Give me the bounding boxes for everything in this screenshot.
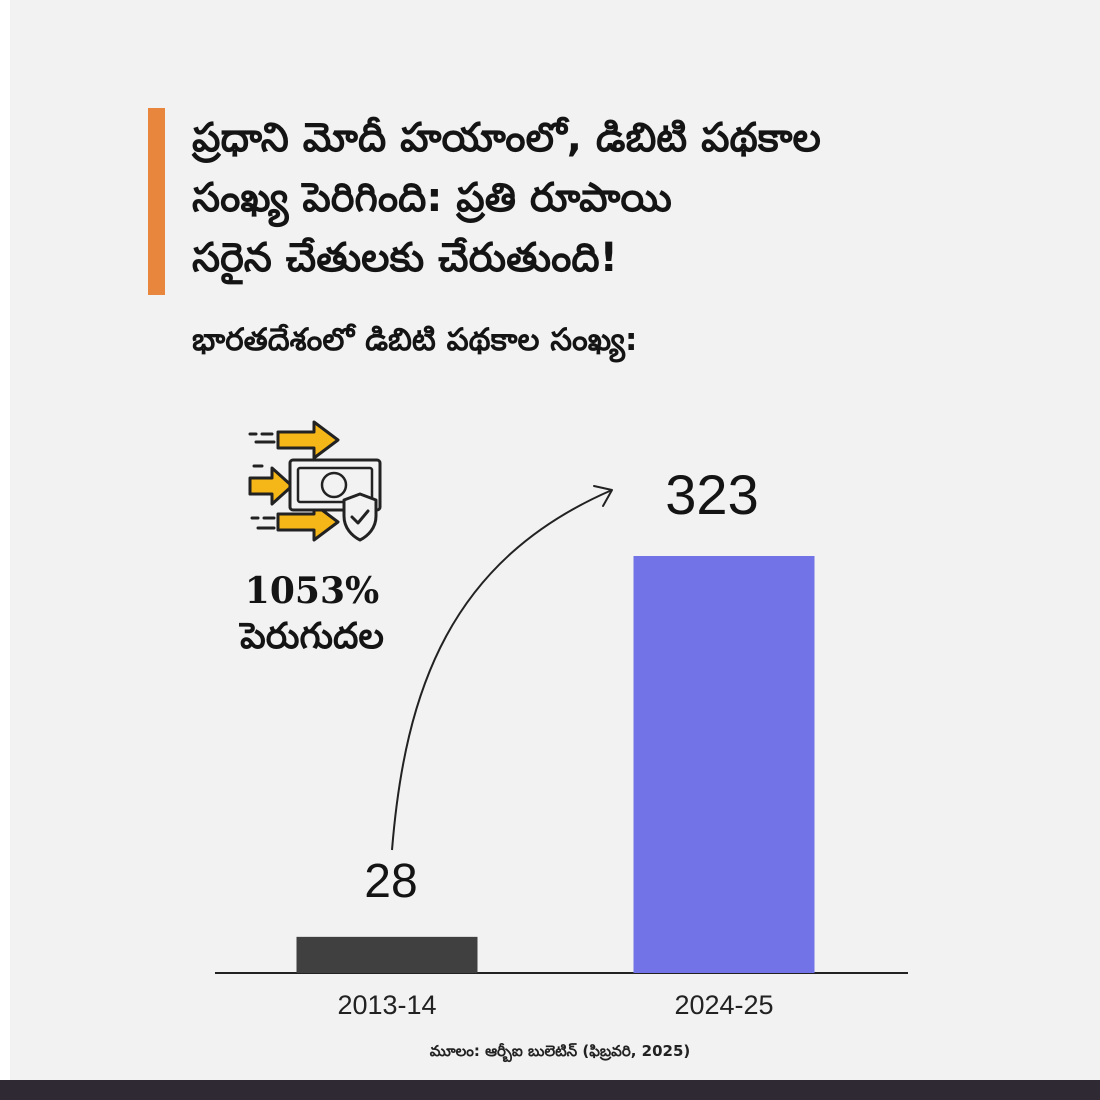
value-label-2013-14: 28 — [364, 855, 417, 908]
headline-line-2: సంఖ్య పెరిగింది: ప్రతి రూపాయి — [192, 175, 672, 221]
source-note: మూలం: ఆర్బీఐ బులెటిన్ (ఫిబ్రవరి, 2025) — [429, 1042, 691, 1060]
growth-percentage: 1053% — [244, 570, 380, 612]
shield — [342, 492, 378, 542]
arrow-middle — [248, 466, 294, 506]
headline-accent-bar — [148, 108, 165, 295]
growth-arrow-head — [593, 485, 613, 507]
chart-marks: 28 2013-14 323 2024-25 — [296, 463, 815, 1020]
headline-line-1: ప్రధాని మోదీ హయాంలో, డిబిటి పథకాల — [192, 115, 821, 161]
value-label-2024-25: 323 — [665, 463, 758, 526]
tick-label-2024-25: 2024-25 — [674, 990, 773, 1020]
bottom-bar — [0, 1080, 1100, 1100]
page-left-strip — [0, 0, 10, 1080]
growth-label: పెరుగుదల — [240, 616, 384, 657]
headline: ప్రధాని మోదీ హయాంలో, డిబిటి పథకాల సంఖ్య … — [192, 108, 1012, 288]
arrow-bottom — [276, 502, 340, 542]
money-transfer-shield-icon — [248, 420, 382, 542]
growth-arrow-curve — [391, 489, 613, 851]
arrow-top — [276, 420, 340, 460]
tick-label-2013-14: 2013-14 — [337, 990, 436, 1020]
bar-2013-14 — [296, 936, 478, 973]
bar-2024-25 — [633, 556, 815, 973]
chart-subheading: భారతదేశంలో డిబిటి పథకాల సంఖ్య: — [192, 322, 638, 358]
headline-line-3: సరైన చేతులకు చేరుతుంది! — [192, 235, 618, 281]
